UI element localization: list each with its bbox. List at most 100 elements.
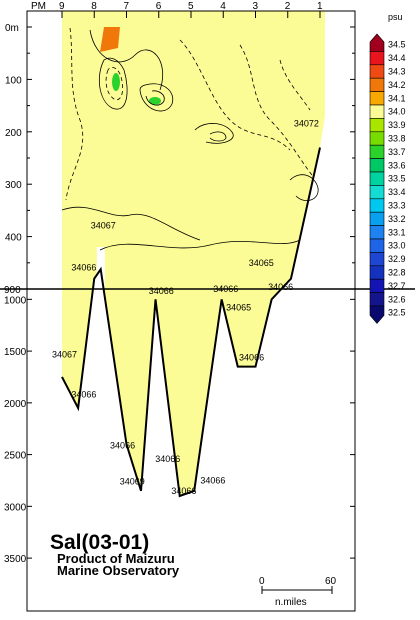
station-label: 2	[285, 1, 291, 12]
chart-title: Sal(03-01)	[50, 531, 149, 554]
depth-tick-label: 3500	[4, 554, 27, 565]
colorbar-label: 33.2	[388, 214, 406, 224]
colorbar-swatch	[369, 158, 385, 173]
value-label: 34066	[268, 282, 293, 292]
high-salinity-patch	[100, 27, 120, 52]
low-salinity-core	[112, 73, 120, 91]
contour-line	[194, 123, 234, 144]
depth-tick-label: 200	[5, 128, 22, 139]
contour-lines	[61, 27, 319, 251]
value-label: 34066	[71, 390, 96, 400]
contour-line	[139, 83, 174, 112]
colorbar-label: 32.7	[388, 281, 406, 291]
colorbar-label: 32.5	[388, 308, 406, 318]
depth-tick-label: 2500	[4, 451, 27, 462]
colorbar-label: 33.6	[388, 160, 406, 170]
contour-line	[99, 239, 301, 251]
colorbar-label: 33.1	[388, 227, 406, 237]
contour-line	[239, 44, 313, 176]
colorbar-label: 34.5	[388, 40, 406, 50]
scale-bar-unit: n.miles	[275, 597, 307, 608]
bottom-profile-layer	[61, 147, 321, 498]
value-label: 34069	[120, 477, 145, 487]
station-label: 5	[188, 1, 194, 12]
colorbar-swatch	[369, 211, 385, 226]
colorbar-label: 33.0	[388, 241, 406, 251]
value-label: 34066	[239, 352, 264, 362]
colorbar-swatch	[369, 292, 385, 307]
value-label: 34066	[171, 486, 196, 496]
colorbar-swatch	[369, 51, 385, 66]
depth-tick-label: 0m	[5, 23, 19, 34]
colorbar-label: 34.1	[388, 93, 406, 103]
colorbar-label: 33.5	[388, 174, 406, 184]
colorbar-swatch	[369, 198, 385, 213]
colorbar-label: 33.3	[388, 201, 406, 211]
value-label: 34066	[110, 440, 135, 450]
colorbar-swatch	[369, 252, 385, 267]
product-line-1: Product of Maizuru	[57, 551, 175, 566]
depth-tick-label: 900	[4, 285, 21, 296]
scale-bar: 0 60 n.miles	[259, 576, 337, 608]
value-label: 34065	[226, 303, 251, 313]
colorbar-label: 33.9	[388, 120, 406, 130]
station-label: 9	[59, 1, 65, 12]
contour-line	[209, 131, 227, 142]
colorbar-swatch	[369, 64, 385, 79]
value-label: 34067	[91, 221, 116, 231]
depth-tick-label: 1500	[4, 347, 27, 358]
colorbar-swatch	[369, 305, 385, 324]
low-salinity-core	[149, 97, 161, 105]
scale-bar-end-label: 60	[325, 576, 337, 587]
colorbar-label: 32.8	[388, 268, 406, 278]
station-label: 1	[317, 1, 323, 12]
colorbar-swatch	[369, 91, 385, 106]
colorbar-label: 34.0	[388, 107, 406, 117]
colorbar-swatch	[369, 77, 385, 92]
depth-tick-label: 1000	[4, 295, 27, 306]
colorbar-label: 34.2	[388, 80, 406, 90]
station-label: 3	[253, 1, 259, 12]
value-label: 34072	[294, 119, 319, 129]
depth-tick-label: 100	[5, 75, 22, 86]
depth-tick-label: 3000	[4, 502, 27, 513]
colorbar-label: 34.3	[388, 67, 406, 77]
depth-tick-label: 300	[5, 180, 22, 191]
colorbar: psu 34.5 34.4 34.3 34.2 34.1 34.0 33.9 33.8 33.7…	[369, 12, 406, 324]
contour-line	[61, 206, 201, 241]
value-label: 34066	[155, 454, 180, 464]
contour-line	[145, 90, 165, 106]
scale-bar-start-label: 0	[259, 576, 265, 587]
contour-line	[279, 59, 311, 111]
colorbar-swatch	[369, 278, 385, 293]
station-label: 7	[124, 1, 130, 12]
colorbar-swatch	[369, 131, 385, 146]
colorbar-label: 32.9	[388, 254, 406, 264]
value-label: 34066	[71, 262, 96, 272]
colorbar-label: 34.4	[388, 53, 406, 63]
contour-line	[65, 27, 84, 201]
colorbar-swatch	[369, 144, 385, 159]
contour-line	[89, 29, 164, 91]
value-label: 34067	[52, 349, 77, 359]
x-axis-label: PM	[31, 1, 46, 12]
contour-line	[179, 39, 291, 151]
value-labels: 34072 34067 34066 34066 34066 34065 34065 34066…	[52, 119, 319, 496]
station-label: 6	[156, 1, 162, 12]
bottom-profile-line	[61, 147, 321, 498]
contour-line	[98, 57, 128, 110]
value-label: 34066	[213, 284, 238, 294]
contour-line	[289, 174, 319, 201]
colorbar-label: 33.7	[388, 147, 406, 157]
colorbar-swatch	[369, 185, 385, 200]
colorbar-unit: psu	[388, 12, 403, 22]
value-label: 34065	[249, 258, 274, 268]
product-line-2: Marine Observatory	[57, 563, 180, 578]
station-label: 8	[91, 1, 97, 12]
value-label: 34066	[200, 476, 225, 486]
depth-tick-label: 2000	[4, 399, 27, 410]
colorbar-swatch	[369, 104, 385, 119]
colorbar-label: 33.8	[388, 134, 406, 144]
